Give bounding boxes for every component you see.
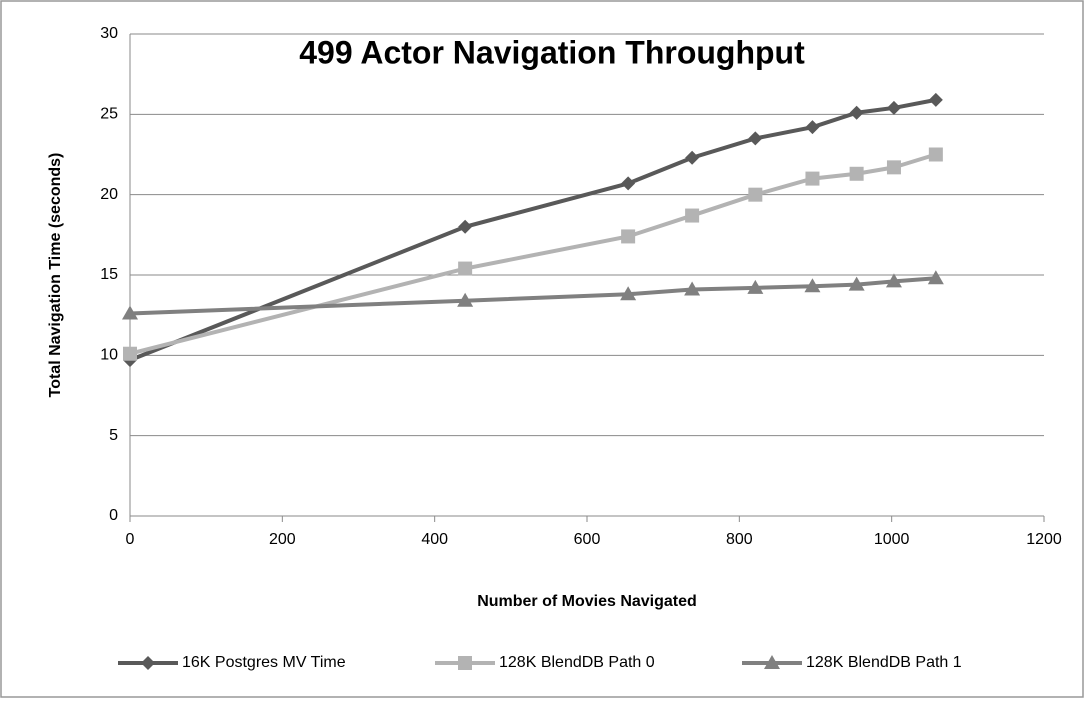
- marker: [621, 229, 636, 244]
- marker: [458, 261, 473, 276]
- marker: [457, 292, 474, 307]
- y-tick-label: 15: [100, 266, 118, 283]
- x-tick-label: 400: [421, 531, 448, 548]
- marker: [620, 286, 637, 301]
- marker: [764, 655, 780, 669]
- x-tick-label: 800: [726, 531, 753, 548]
- marker: [684, 281, 701, 296]
- marker: [805, 171, 820, 186]
- legend-label: 128K BlendDB Path 0: [499, 654, 655, 671]
- y-tick-label: 30: [100, 25, 118, 42]
- y-tick-label: 5: [109, 427, 118, 444]
- marker: [848, 276, 865, 291]
- marker: [886, 160, 901, 175]
- x-tick-label: 0: [126, 531, 135, 548]
- marker: [804, 278, 821, 293]
- marker: [141, 656, 155, 670]
- marker: [685, 150, 700, 165]
- marker: [748, 131, 763, 146]
- legend-label: 128K BlendDB Path 1: [806, 654, 962, 671]
- marker: [621, 176, 636, 191]
- marker: [885, 273, 902, 288]
- marker: [685, 208, 700, 223]
- y-tick-label: 0: [109, 507, 118, 524]
- y-axis-label: Total Navigation Time (seconds): [47, 153, 64, 398]
- marker: [123, 346, 137, 361]
- marker: [849, 166, 864, 181]
- y-tick-label: 25: [100, 106, 118, 123]
- legend-label: 16K Postgres MV Time: [182, 654, 346, 671]
- marker: [748, 187, 763, 202]
- marker: [886, 100, 901, 115]
- y-tick-label: 10: [100, 347, 118, 364]
- x-tick-label: 1200: [1026, 531, 1062, 548]
- chart-title: 499 Actor Navigation Throughput: [299, 34, 805, 70]
- marker: [458, 656, 472, 670]
- marker: [805, 120, 820, 135]
- marker: [747, 279, 764, 294]
- x-tick-label: 1000: [874, 531, 910, 548]
- marker: [849, 105, 864, 120]
- marker: [928, 92, 943, 107]
- x-tick-label: 200: [269, 531, 296, 548]
- x-axis-label: Number of Movies Navigated: [477, 593, 697, 610]
- x-tick-label: 600: [574, 531, 601, 548]
- marker: [927, 270, 944, 285]
- marker: [928, 147, 943, 162]
- y-tick-label: 20: [100, 186, 118, 203]
- marker: [458, 219, 473, 234]
- marker: [122, 305, 138, 320]
